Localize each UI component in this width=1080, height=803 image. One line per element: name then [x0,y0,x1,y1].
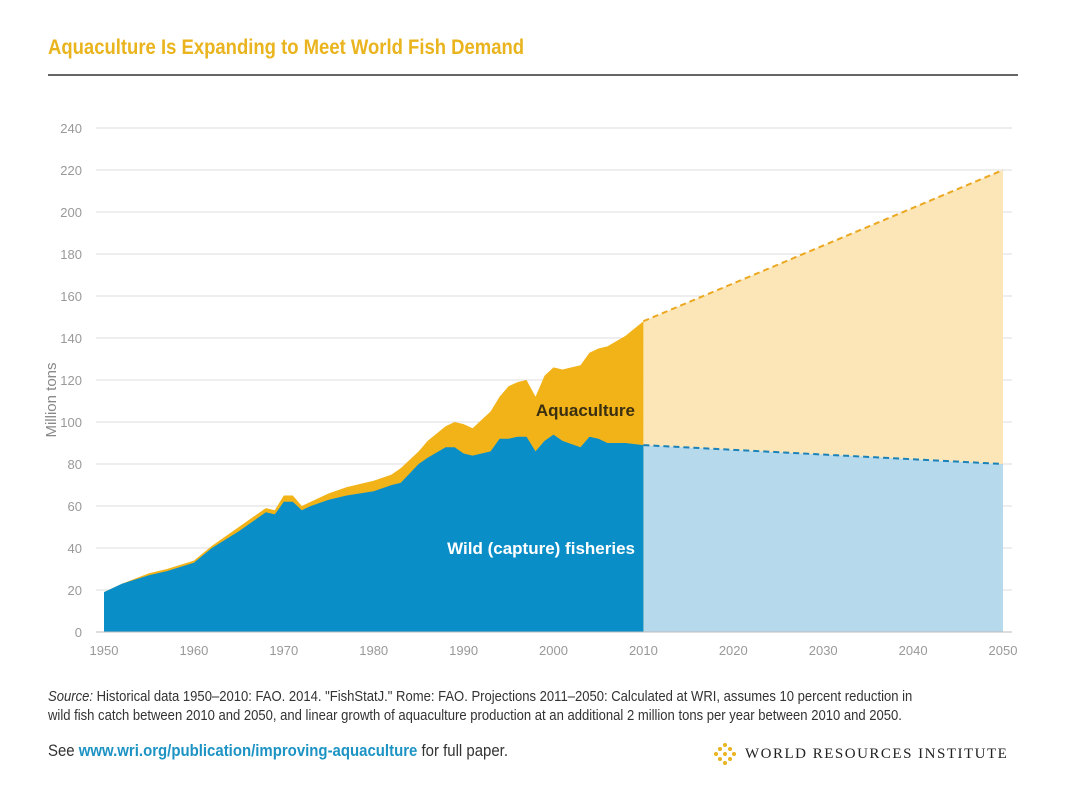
y-tick-label: 0 [75,625,82,640]
x-tick-label: 2040 [899,643,928,658]
x-tick-label: 1990 [449,643,478,658]
title-divider [48,74,1018,76]
y-tick-label: 200 [60,205,82,220]
chart-title: Aquaculture Is Expanding to Meet World F… [48,36,525,59]
y-tick-label: 60 [68,499,82,514]
x-tick-label: 1950 [90,643,119,658]
x-tick-label: 2010 [629,643,658,658]
wild-fisheries-area [104,434,644,632]
x-tick-label: 1980 [359,643,388,658]
x-tick-label: 2030 [809,643,838,658]
y-tick-label: 80 [68,457,82,472]
y-axis-label: Million tons [43,362,60,437]
x-tick-label: 1970 [269,643,298,658]
source-note: Source: Historical data 1950–2010: FAO. … [48,688,939,726]
y-tick-label: 180 [60,247,82,262]
source-line2: wild fish catch between 2010 and 2050, a… [48,708,902,724]
x-tick-label: 2020 [719,643,748,658]
wild-fisheries-label: Wild (capture) fisheries [447,539,635,558]
wild-projection-area [643,445,1003,632]
total-projection-line [643,169,1004,323]
y-tick-label: 20 [68,583,82,598]
wri-logo: WORLD RESOURCES INSTITUTE [713,742,1008,766]
aquaculture-label: Aquaculture [536,401,635,420]
see-after-text: for full paper. [417,741,509,760]
y-tick-label: 220 [60,163,82,178]
y-tick-label: 240 [60,121,82,136]
y-tick-label: 40 [68,541,82,556]
see-text: See [48,741,79,760]
y-tick-label: 100 [60,415,82,430]
source-line1: Historical data 1950–2010: FAO. 2014. "F… [92,689,913,705]
footer-see: See www.wri.org/publication/improving-aq… [48,741,508,761]
wild-projection-line [643,444,1004,465]
x-tick-label: 1960 [179,643,208,658]
y-tick-label: 140 [60,331,82,346]
x-tick-label: 2050 [989,643,1018,658]
x-tick-label: 2000 [539,643,568,658]
aquaculture-projection-area [643,170,1003,464]
wri-logo-text: WORLD RESOURCES INSTITUTE [745,745,1009,762]
wri-logo-icon [714,743,736,765]
paper-link[interactable]: www.wri.org/publication/improving-aquacu… [78,741,418,760]
y-tick-label: 160 [60,289,82,304]
source-label: Source: [48,689,93,705]
y-tick-label: 120 [60,373,82,388]
